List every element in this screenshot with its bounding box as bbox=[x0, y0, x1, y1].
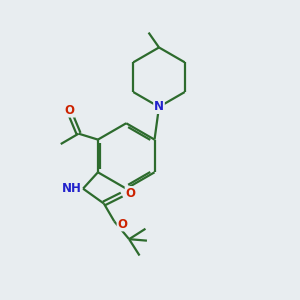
Text: O: O bbox=[65, 104, 75, 117]
Text: NH: NH bbox=[62, 182, 82, 195]
Text: O: O bbox=[117, 218, 127, 231]
Text: N: N bbox=[154, 100, 164, 113]
Text: N: N bbox=[154, 100, 164, 113]
Text: O: O bbox=[125, 187, 135, 200]
